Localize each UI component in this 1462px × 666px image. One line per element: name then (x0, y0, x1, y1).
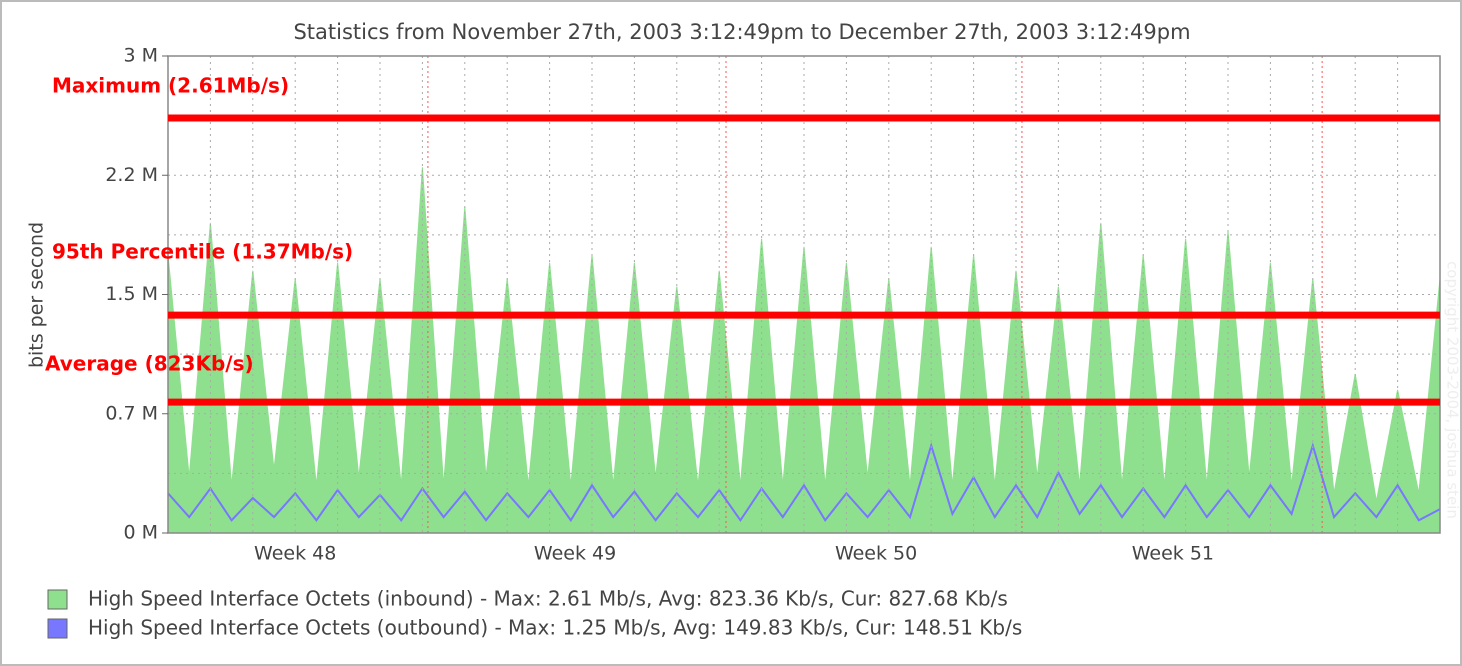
chart-title: Statistics from November 27th, 2003 3:12… (293, 20, 1190, 44)
y-tick-label: 3 M (123, 45, 158, 67)
reference-label: Average (823Kb/s) (45, 352, 254, 376)
y-tick-label: 1.5 M (105, 283, 158, 305)
x-tick-label: Week 49 (534, 543, 616, 565)
x-tick-label: Week 51 (1132, 543, 1214, 565)
x-tick-label: Week 48 (254, 543, 336, 565)
reference-label: 95th Percentile (1.37Mb/s) (52, 240, 353, 264)
x-tick-label: Week 50 (835, 543, 917, 565)
legend-label: High Speed Interface Octets (inbound) - … (88, 587, 1008, 611)
legend-swatch (47, 589, 68, 610)
y-tick-label: 0 M (123, 522, 158, 544)
reference-label: Maximum (2.61Mb/s) (52, 74, 289, 98)
y-tick-label: 0.7 M (105, 402, 158, 424)
y-axis-label: bits per second (26, 222, 48, 368)
legend-label: High Speed Interface Octets (outbound) -… (88, 616, 1022, 640)
legend-swatch (47, 618, 68, 639)
y-tick-label: 2.2 M (105, 164, 158, 186)
watermark: copyright 2003-2004, joshua stein (1444, 261, 1462, 519)
